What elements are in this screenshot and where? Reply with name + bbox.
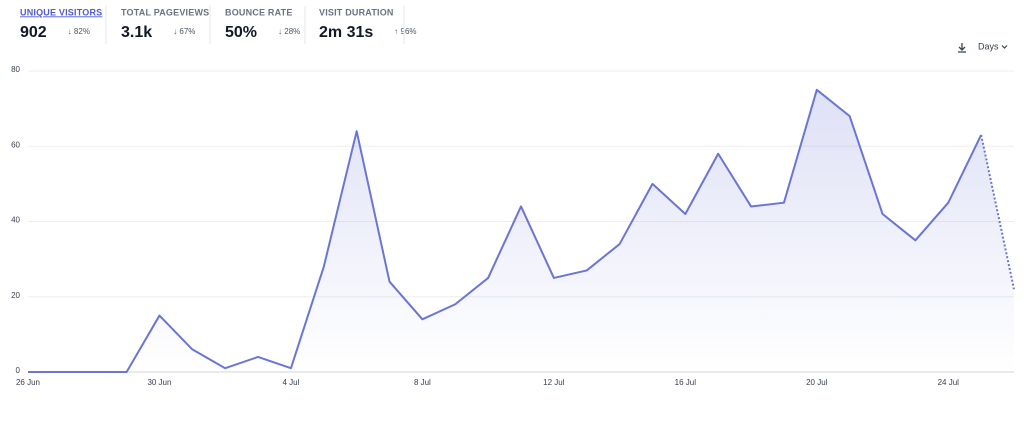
download-button[interactable] <box>958 43 966 53</box>
metric-value: 902 <box>20 24 47 41</box>
metric[interactable]: TOTAL PAGEVIEWS 3.1k ↓ 67% <box>121 7 209 41</box>
metric-label: VISIT DURATION <box>319 7 394 17</box>
download-icon <box>958 43 966 53</box>
interval-picker[interactable]: Days <box>978 41 1008 51</box>
metric[interactable]: VISIT DURATION 2m 31s ↑ 96% <box>319 7 417 41</box>
interval-label: Days <box>978 41 999 51</box>
metric-change: ↓ 82% <box>68 27 90 36</box>
y-tick-label: 20 <box>11 291 20 300</box>
metric[interactable]: BOUNCE RATE 50% ↓ 28% <box>225 7 300 41</box>
metric-label: UNIQUE VISITORS <box>20 7 102 17</box>
chevron <box>1001 45 1008 49</box>
area-fill <box>28 89 1014 372</box>
y-tick-label: 60 <box>11 140 20 149</box>
x-tick-label: 20 Jul <box>806 378 828 387</box>
chart: 0 20 40 60 80 26 Jun 30 Jun 4 Jul 8 Jul 12 Jul 16 … <box>11 65 1015 387</box>
metric-value: 3.1k <box>121 24 152 41</box>
metric-value: 50% <box>225 24 257 41</box>
metric-value: 2m 31s <box>319 24 373 41</box>
x-tick-label: 16 Jul <box>675 378 697 387</box>
metric-label: TOTAL PAGEVIEWS <box>121 7 209 17</box>
metric-change: ↓ 67% <box>173 27 195 36</box>
metric-change: ↓ 28% <box>278 27 300 36</box>
y-tick-label: 40 <box>11 216 20 225</box>
metrics-bar: UNIQUE VISITORS 902 ↓ 82% TOTAL PAGEVIEWS 3.… <box>20 6 417 44</box>
y-tick-label: 80 <box>11 65 20 74</box>
metric-change: ↑ 96% <box>394 27 416 36</box>
metric-label: BOUNCE RATE <box>225 7 293 17</box>
x-tick-label: 8 Jul <box>414 378 431 387</box>
x-tick-label: 24 Jul <box>938 378 960 387</box>
x-tick-label: 26 Jun <box>16 378 40 387</box>
x-tick-label: 4 Jul <box>282 378 299 387</box>
metric[interactable]: UNIQUE VISITORS 902 ↓ 82% <box>20 7 102 41</box>
line <box>28 88 983 373</box>
x-tick-label: 30 Jun <box>147 378 171 387</box>
y-tick-label: 0 <box>16 366 21 375</box>
x-tick-label: 12 Jul <box>543 378 565 387</box>
